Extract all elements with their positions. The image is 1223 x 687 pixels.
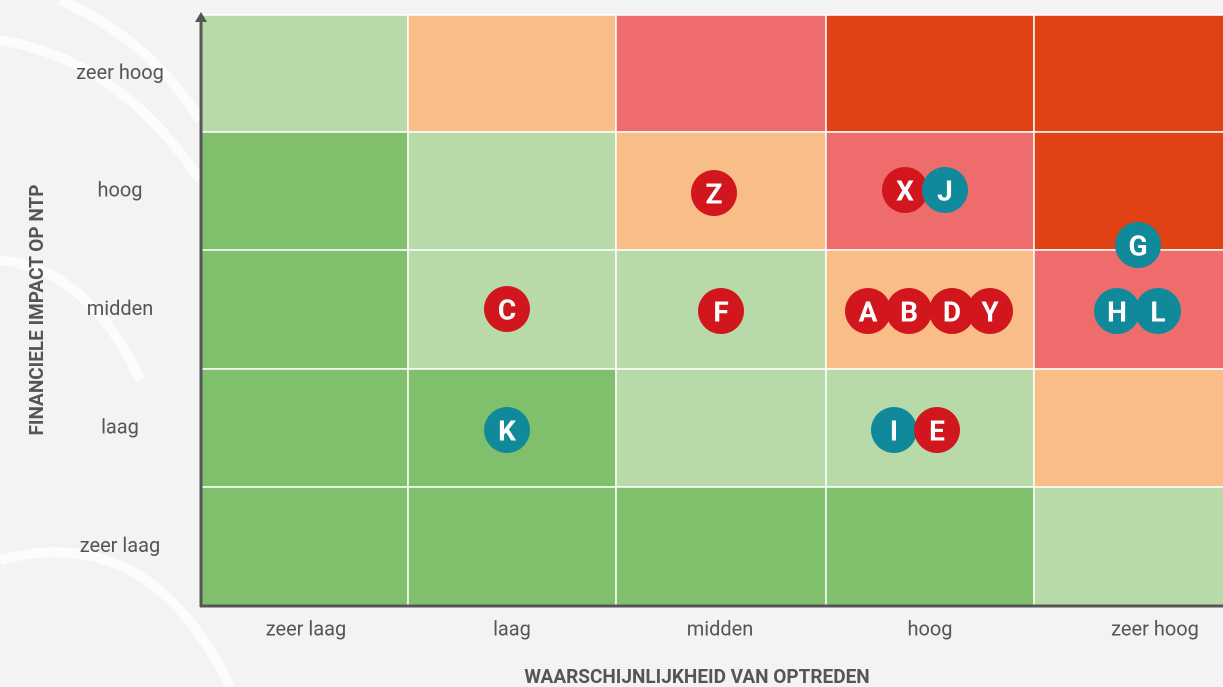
cell — [407, 14, 617, 133]
risk-marker-label: I — [890, 415, 898, 448]
x-axis-title: WAARSCHIJNLIJKHEID VAN OPTREDEN — [524, 665, 869, 687]
cell — [199, 14, 409, 133]
risk-marker-label: B — [900, 296, 918, 329]
x-level-label: zeer laag — [266, 616, 347, 640]
risk-marker — [1135, 288, 1181, 334]
x-level-label: zeer hoog — [1111, 616, 1199, 640]
cell — [615, 368, 827, 488]
x-level-label: laag — [493, 616, 531, 640]
x-level-label: midden — [687, 616, 754, 640]
risk-marker-label: Z — [706, 178, 723, 211]
risk-marker — [691, 170, 737, 216]
risk-marker — [914, 407, 960, 453]
cell — [825, 14, 1035, 133]
risk-marker — [845, 288, 891, 334]
x-level-label: hoog — [907, 616, 952, 640]
risk-marker-label: F — [713, 296, 728, 329]
risk-marker — [484, 407, 530, 453]
cell — [199, 368, 409, 488]
cell — [615, 14, 827, 133]
y-axis-title: FINANCIELE IMPACT OP NTP — [25, 185, 48, 436]
risk-marker — [484, 286, 530, 332]
risk-marker-label: E — [929, 415, 945, 448]
risk-marker — [871, 407, 917, 453]
cell — [199, 131, 409, 251]
y-level-label: hoog — [97, 177, 142, 201]
risk-marker — [886, 288, 932, 334]
risk-marker-label: C — [498, 294, 516, 327]
cell — [825, 486, 1035, 607]
risk-marker-label: D — [943, 296, 961, 329]
y-level-label: midden — [87, 296, 154, 320]
y-level-label: laag — [101, 414, 139, 438]
risk-marker — [929, 288, 975, 334]
risk-marker — [967, 288, 1013, 334]
cell — [199, 486, 409, 607]
labels: zeer hoog hoog midden laag zeer laag zeer laa… — [76, 60, 1199, 641]
cell — [407, 486, 617, 607]
risk-marker-label: L — [1150, 296, 1165, 329]
risk-marker-label: Y — [981, 296, 999, 329]
risk-marker-label: X — [896, 175, 914, 208]
risk-marker — [1094, 288, 1140, 334]
risk-marker-label: J — [937, 175, 953, 208]
background-curves — [0, 0, 235, 687]
y-level-label: zeer hoog — [76, 60, 164, 84]
cell — [1033, 14, 1223, 133]
risk-marker — [698, 288, 744, 334]
risk-marker-label: K — [498, 415, 516, 448]
risk-marker — [1115, 222, 1161, 268]
markers: Z X J G C F A B D Y H L K I E — [484, 167, 1181, 453]
cell — [1033, 486, 1223, 607]
risk-marker — [882, 167, 928, 213]
risk-marker-label: A — [859, 296, 878, 329]
cells — [199, 14, 1223, 607]
y-level-label: zeer laag — [80, 533, 161, 557]
y-axis-arrow — [195, 12, 207, 22]
cell — [615, 486, 827, 607]
cell — [199, 249, 409, 370]
cell — [407, 131, 617, 251]
cell — [1033, 368, 1223, 488]
risk-marker — [922, 167, 968, 213]
risk-marker-label: H — [1107, 296, 1127, 329]
risk-marker-label: G — [1128, 230, 1147, 263]
